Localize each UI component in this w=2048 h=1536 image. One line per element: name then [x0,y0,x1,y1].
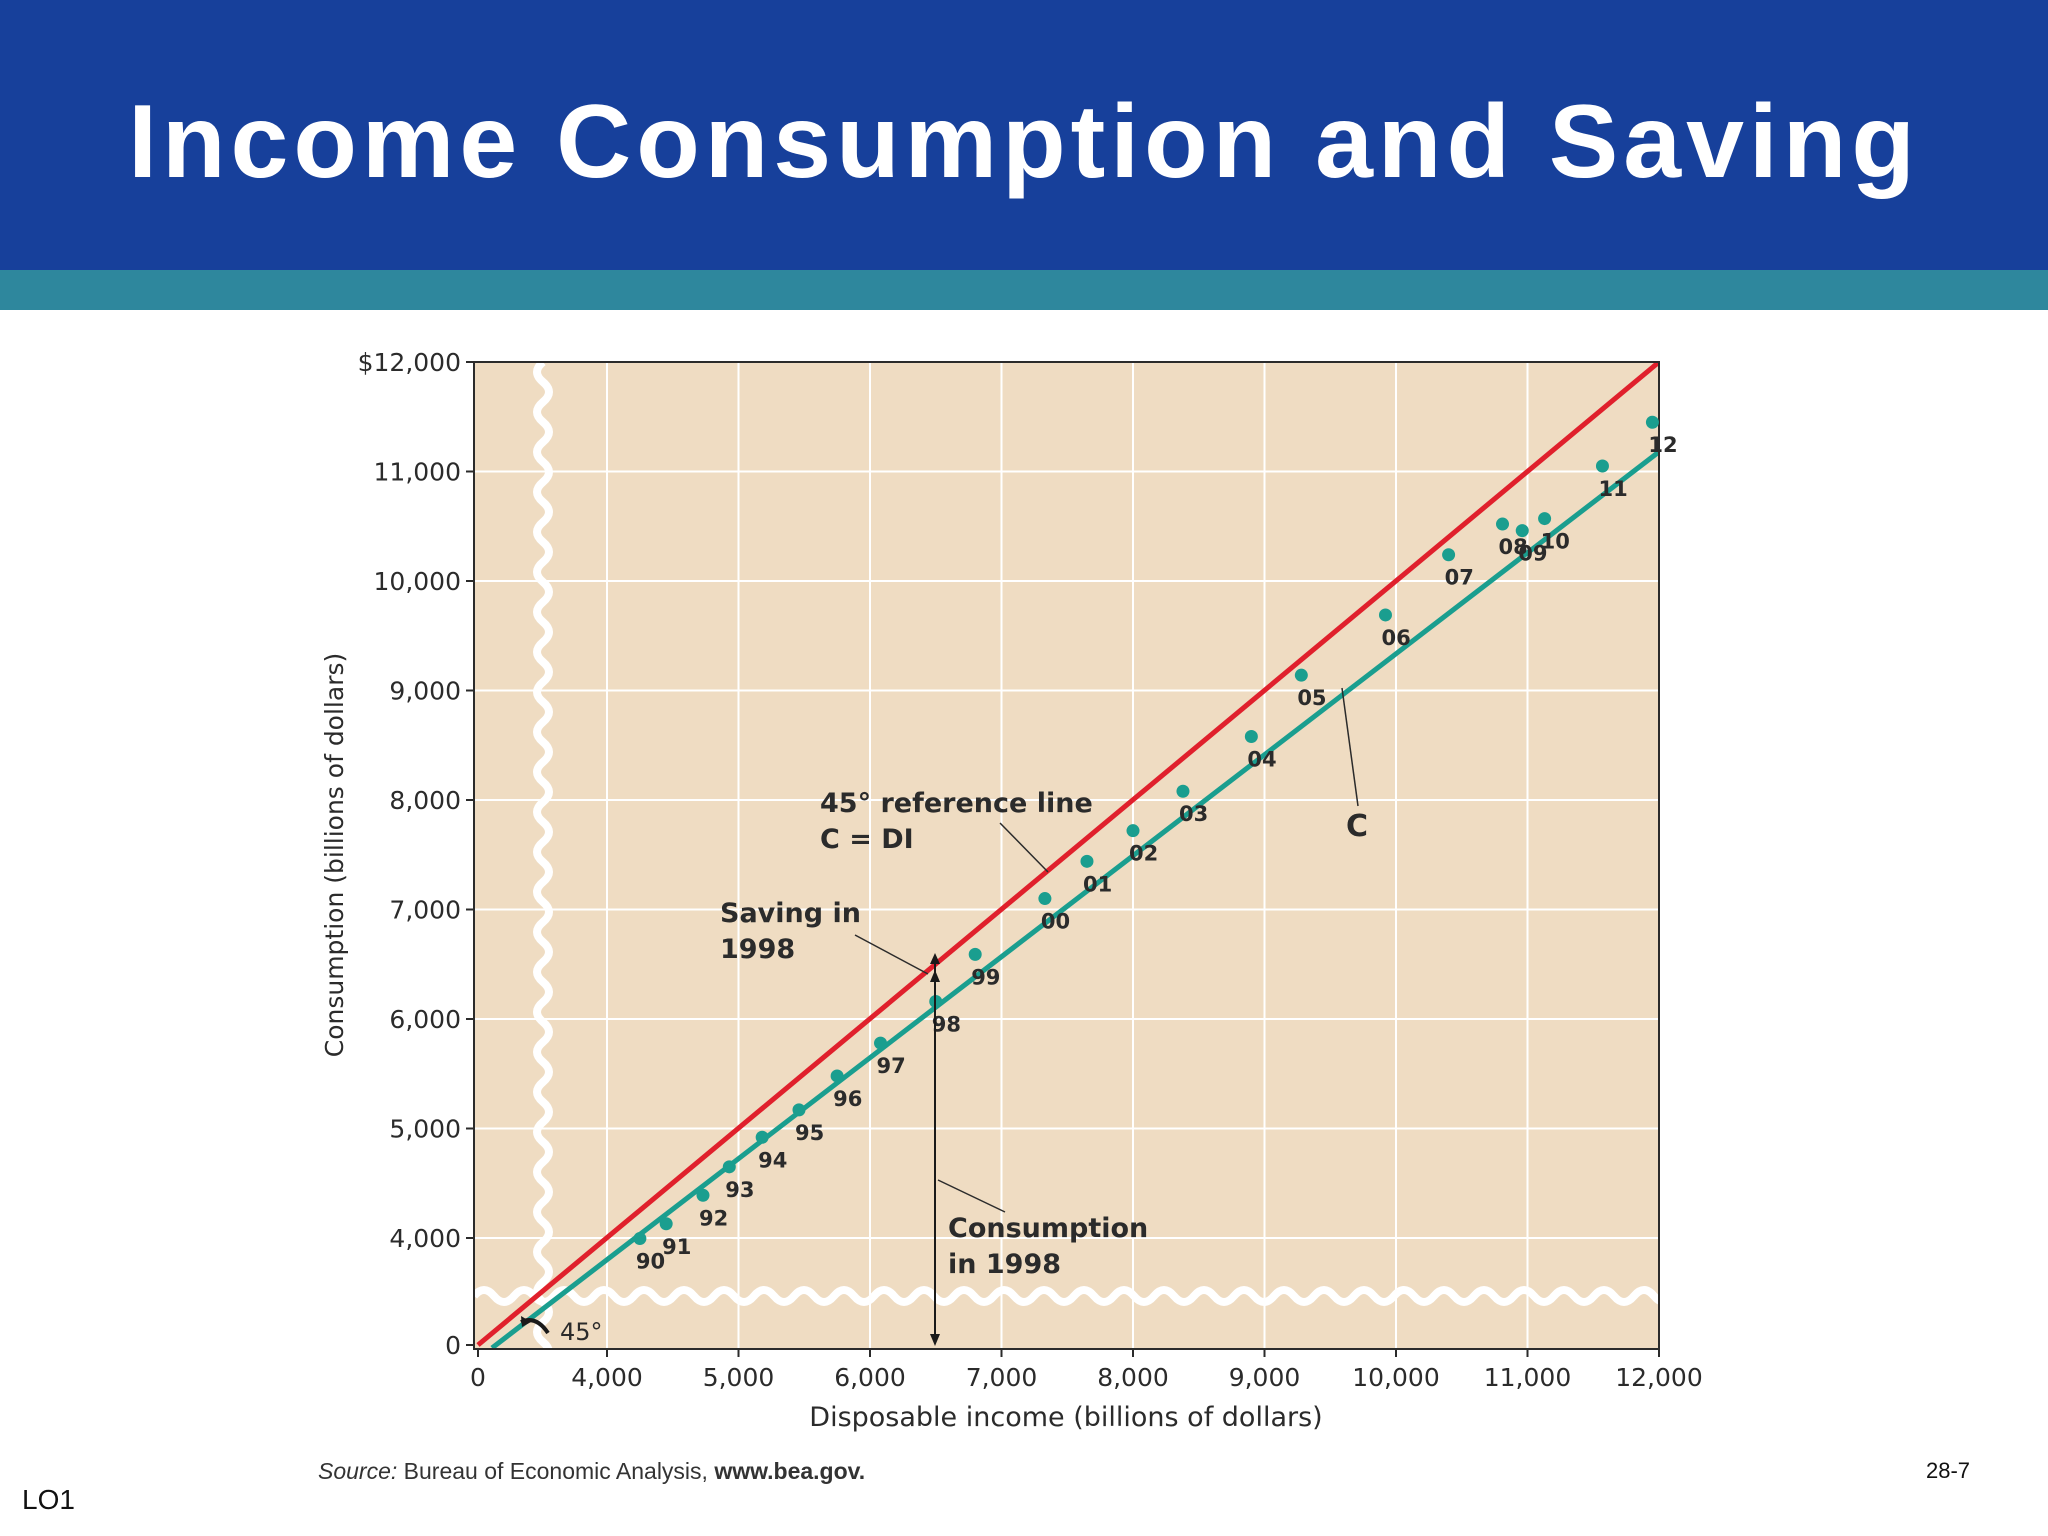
x-tick-label: 0 [470,1363,486,1392]
x-axis-label: Disposable income (billions of dollars) [809,1402,1322,1433]
y-tick-label: 5,000 [389,1115,461,1144]
point-year-label: 93 [725,1178,754,1202]
plot-frame [473,361,1660,1350]
ref-line-label-2: C = DI [820,824,914,855]
data-point [1080,854,1094,868]
point-year-label: 10 [1541,530,1570,554]
data-point [1378,608,1392,622]
data-point [1496,517,1510,531]
point-year-label: 98 [932,1012,961,1036]
consumption-arrow-top [930,970,940,982]
x-tick-label: 9,000 [1229,1363,1301,1392]
point-year-label: 05 [1297,686,1326,710]
y-tick-label: 4,000 [389,1224,461,1253]
y-tick-label: $12,000 [358,348,461,377]
y-tick-label: 6,000 [389,1005,461,1034]
y-axis-label: Consumption (billions of dollars) [320,653,349,1058]
reference-line-45deg [476,362,1659,1347]
angle-label: 45° [560,1318,603,1346]
data-point [755,1130,769,1144]
page-number: 28-7 [1926,1458,1971,1483]
point-year-label: 07 [1445,566,1474,590]
data-point [696,1188,710,1202]
point-year-label: 94 [758,1148,787,1172]
consumption-label-1: Consumption [948,1213,1148,1244]
point-year-label: 09 [1518,542,1547,566]
data-point [1538,512,1552,526]
data-point [1645,415,1659,429]
point-year-label: 03 [1179,802,1208,826]
point-year-label: 02 [1129,842,1158,866]
x-tick-label: 7,000 [966,1363,1038,1392]
ref-line-label-1: 45° reference line [820,788,1093,819]
point-year-label: 92 [699,1206,728,1230]
y-axis-break-wave [533,358,553,1366]
c-line-label: C [1346,809,1368,844]
data-point [659,1217,673,1231]
slide-title: Income Consumption and Saving [128,84,1920,200]
point-year-label: 08 [1499,535,1528,559]
data-point [633,1232,647,1246]
data-point [1126,824,1140,838]
consumption-label-2: in 1998 [948,1249,1061,1280]
data-point [1294,668,1308,682]
x-tick-label: 12,000 [1615,1363,1702,1392]
y-tick-label: 11,000 [374,458,461,487]
c-line-leader [1341,687,1359,807]
point-year-label: 99 [971,965,1000,989]
data-point [1244,729,1258,743]
angle-arrowhead [521,1316,531,1327]
ref-line-leader [999,822,1049,873]
point-year-label: 91 [662,1235,691,1259]
source-link[interactable]: www.bea.gov. [714,1458,866,1484]
x-tick-label: 8,000 [1097,1363,1169,1392]
consumption-arrow-bottom [930,1334,940,1346]
learning-objective-label: LO1 [22,1484,75,1515]
point-year-label: 90 [636,1250,665,1274]
x-tick-label: 4,000 [571,1363,643,1392]
consumption-chart: 0 4,000 5,000 6,000 7,000 8,000 9,000 10,000 11,… [320,348,1703,1433]
point-year-label: 96 [833,1087,862,1111]
data-point [968,947,982,961]
saving-arrow-top [930,953,940,964]
y-tick-label: 7,000 [389,896,461,925]
data-point [722,1160,736,1174]
point-year-label: 11 [1598,477,1627,501]
point-year-label: 06 [1381,626,1410,650]
point-year-label: 01 [1083,872,1112,896]
point-year-label: 00 [1041,910,1070,934]
consumption-line [490,449,1659,1349]
data-point [1515,524,1529,538]
x-tick-label: 6,000 [834,1363,906,1392]
consumption-leader [937,1179,1006,1213]
y-tick-label: 10,000 [374,567,461,596]
data-point [1595,459,1609,473]
title-stripe [0,270,2048,310]
data-point [830,1069,844,1083]
y-tick-label: 0 [445,1331,461,1360]
source-text: Bureau of Economic Analysis, [403,1458,708,1484]
x-tick-label: 10,000 [1352,1363,1439,1392]
saving-leader [854,934,929,975]
y-tick-label: 9,000 [389,677,461,706]
point-year-label: 95 [795,1121,824,1145]
data-point [1442,548,1456,562]
x-tick-label: 5,000 [703,1363,775,1392]
title-banner [0,0,2048,270]
y-tick-label: 8,000 [389,786,461,815]
data-point [1176,784,1190,798]
data-point [792,1103,806,1117]
data-point [1038,892,1052,906]
x-tick-label: 11,000 [1484,1363,1571,1392]
source-note: Source: Bureau of Economic Analysis, www… [318,1458,865,1485]
x-axis-break-wave [470,1286,1678,1306]
point-year-label: 97 [877,1054,906,1078]
point-year-label: 12 [1648,433,1677,457]
point-year-label: 04 [1247,747,1276,771]
data-point [874,1036,888,1050]
saving-label-1: Saving in [720,898,861,929]
source-label: Source: [318,1458,398,1484]
saving-label-2: 1998 [720,934,795,965]
axis-break-marks [470,358,1678,1366]
